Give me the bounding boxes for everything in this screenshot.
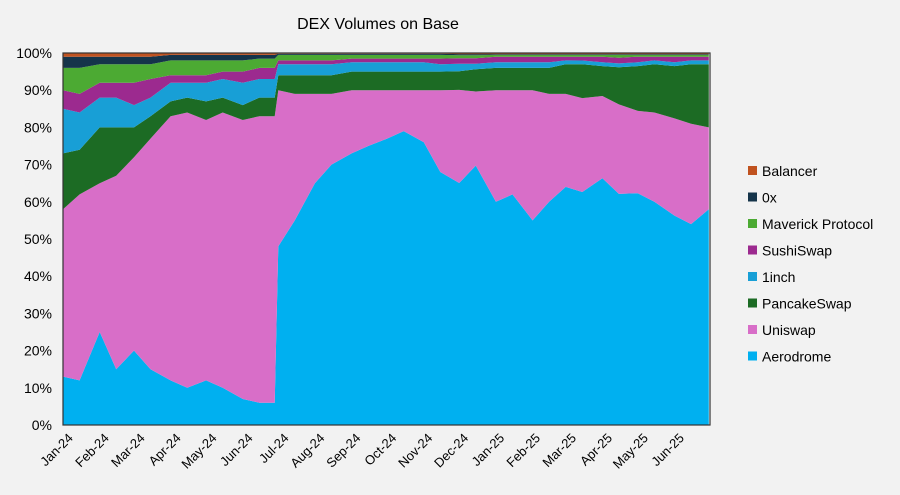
legend: Balancer 0x Maverick Protocol SushiSwap 1inc… xyxy=(748,163,873,365)
x-tick-label: Jan-24 xyxy=(37,430,76,469)
x-tick-label: Apr-25 xyxy=(577,430,615,468)
area-layers xyxy=(63,53,709,425)
y-tick-label: 80% xyxy=(24,119,52,135)
x-tick-label: Jun-25 xyxy=(648,430,687,469)
y-axis: 0% 10% 20% 30% 40% 50% 60% 70% 80% 90% 100% xyxy=(16,45,52,433)
legend-swatch xyxy=(748,298,757,308)
chart-title: DEX Volumes on Base xyxy=(297,16,459,33)
x-tick-label: Feb-24 xyxy=(72,430,112,470)
x-tick-label: Feb-25 xyxy=(503,430,543,470)
y-tick-label: 70% xyxy=(24,157,52,173)
area-uniswap xyxy=(63,89,709,403)
legend-swatch xyxy=(748,245,757,255)
legend-swatch xyxy=(748,166,757,175)
x-tick-label: May-24 xyxy=(178,430,219,471)
legend-swatch xyxy=(748,325,757,334)
x-tick-label: Jul-24 xyxy=(256,430,292,466)
area-maverick-protocol xyxy=(63,54,709,94)
x-tick-label: Apr-24 xyxy=(146,430,184,468)
legend-label: 1inch xyxy=(762,269,795,285)
y-tick-label: 30% xyxy=(24,305,52,321)
y-tick-label: 10% xyxy=(24,380,52,396)
x-tick-label: Dec-24 xyxy=(431,430,471,470)
y-tick-label: 20% xyxy=(24,343,52,359)
area-1inch xyxy=(63,60,709,154)
legend-label: 0x xyxy=(762,190,777,206)
y-tick-label: 60% xyxy=(24,194,52,210)
y-tick-label: 90% xyxy=(24,82,52,98)
legend-label: Balancer xyxy=(762,163,818,179)
x-tick-label: Mar-25 xyxy=(539,430,579,470)
x-tick-label: Jan-25 xyxy=(469,430,508,469)
x-tick-label: Sep-24 xyxy=(323,430,363,470)
x-tick-label: Aug-24 xyxy=(287,430,327,470)
x-tick-label: May-25 xyxy=(610,430,651,471)
area-balancer xyxy=(63,53,709,57)
x-tick-label: Jun-24 xyxy=(217,430,256,469)
x-tick-label: Nov-24 xyxy=(395,430,435,470)
area-aerodrome xyxy=(63,131,709,425)
legend-label: Uniswap xyxy=(762,322,816,338)
plot-border xyxy=(62,52,711,426)
y-tick-label: 0% xyxy=(32,417,52,433)
legend-label: Aerodrome xyxy=(762,349,831,365)
legend-swatch xyxy=(748,351,757,361)
legend-label: SushiSwap xyxy=(762,243,832,259)
legend-swatch xyxy=(748,219,757,228)
legend-swatch xyxy=(748,272,757,281)
legend-label: Maverick Protocol xyxy=(762,216,873,232)
area-0x xyxy=(63,53,709,68)
y-tick-label: 50% xyxy=(24,231,52,247)
x-tick-label: Mar-24 xyxy=(108,430,148,470)
area-pancakeswap xyxy=(63,64,709,210)
x-tick-label: Oct-24 xyxy=(361,430,399,468)
y-tick-label: 40% xyxy=(24,268,52,284)
y-tick-label: 100% xyxy=(16,45,52,61)
legend-label: PancakeSwap xyxy=(762,296,852,312)
legend-swatch xyxy=(748,192,757,202)
